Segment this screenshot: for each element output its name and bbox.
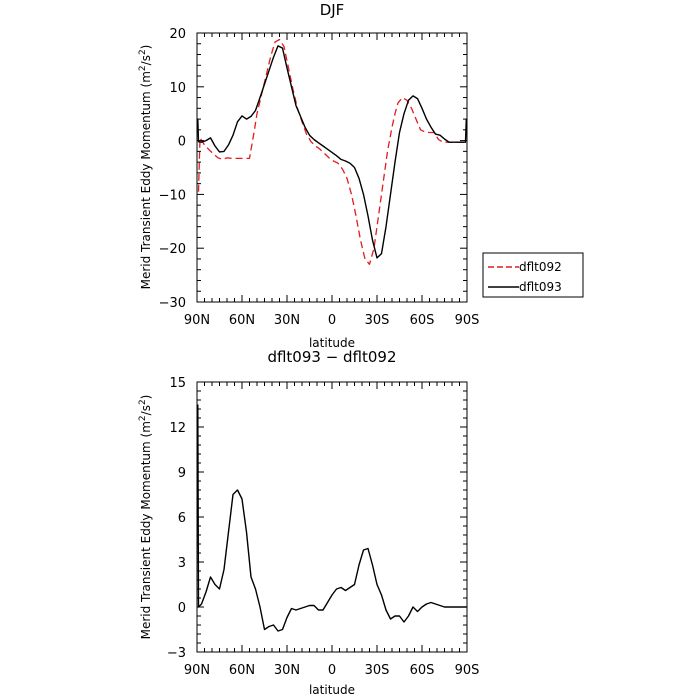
top-panel-djf: DJF latitude Merid Transient Eddy Moment… bbox=[138, 1, 584, 350]
bottom-panel-title: dflt093 − dflt092 bbox=[267, 348, 396, 366]
top-panel-ylabel-units-close: ) bbox=[139, 45, 153, 50]
bottom-panel-ylabel-units-open: ( bbox=[139, 433, 153, 442]
x-tick-label: 90N bbox=[184, 663, 210, 678]
top-panel-xlabel: latitude bbox=[309, 336, 355, 350]
top-panel-ylabel-units-sup2: 2 bbox=[138, 49, 148, 55]
y-tick-label: 3 bbox=[178, 556, 186, 571]
top-panel-ylabel-units-open: ( bbox=[139, 83, 153, 92]
top-panel-ylabel-text: Merid Transient Eddy Momentum bbox=[139, 91, 153, 289]
series-line-dflt093 bbox=[197, 45, 467, 259]
y-tick-label: −3 bbox=[167, 646, 186, 661]
x-tick-label: 90S bbox=[455, 663, 480, 678]
x-tick-label: 90S bbox=[455, 313, 480, 328]
bottom-panel-ylabel-units-base: m bbox=[139, 421, 153, 433]
x-tick-label: 60N bbox=[229, 663, 255, 678]
y-tick-label: −30 bbox=[159, 296, 186, 311]
y-tick-label: 10 bbox=[169, 81, 186, 96]
y-tick-label: −20 bbox=[159, 242, 186, 257]
x-tick-label: 30S bbox=[365, 313, 390, 328]
y-tick-label: 9 bbox=[178, 466, 186, 481]
x-tick-label: 30N bbox=[274, 313, 300, 328]
series-line-dflt092 bbox=[197, 38, 466, 265]
top-panel-plot-area: 90N 60N 30N 0 30S 60S 90S −30 −20 −10 0 10 20 bbox=[159, 27, 480, 328]
legend-label-dflt092: dflt092 bbox=[519, 260, 562, 274]
bottom-panel-ylabel-units-mid: /s bbox=[139, 405, 153, 415]
bottom-panel-ylabel: Merid Transient Eddy Momentum (m2/s2) bbox=[138, 395, 153, 640]
legend-box bbox=[482, 252, 584, 298]
bottom-panel-xlabel: latitude bbox=[309, 683, 355, 697]
top-panel-ylabel-units-mid: /s bbox=[139, 55, 153, 65]
x-tick-label: 60S bbox=[410, 313, 435, 328]
x-tick-label: 60N bbox=[229, 313, 255, 328]
bottom-panel-ylabel-text: Merid Transient Eddy Momentum bbox=[139, 441, 153, 639]
bottom-panel-ylabel-units-sup: 2 bbox=[138, 415, 148, 421]
top-panel-ylabel-units-base: m bbox=[139, 71, 153, 83]
legend-label-dflt093: dflt093 bbox=[519, 280, 562, 294]
y-tick-label: 20 bbox=[169, 27, 186, 42]
y-tick-label: 15 bbox=[169, 376, 186, 391]
top-panel-ylabel: Merid Transient Eddy Momentum (m2/s2) bbox=[138, 45, 153, 290]
bottom-panel-difference: dflt093 − dflt092 latitude Merid Transie… bbox=[138, 348, 479, 697]
top-panel-title: DJF bbox=[320, 1, 345, 19]
bottom-panel-ylabel-units-sup2: 2 bbox=[138, 399, 148, 405]
top-panel-legend: dflt092 dflt093 bbox=[482, 252, 584, 298]
x-tick-label: 90N bbox=[184, 313, 210, 328]
y-tick-label: 0 bbox=[178, 135, 186, 150]
y-tick-label: 0 bbox=[178, 601, 186, 616]
y-tick-label: −10 bbox=[159, 188, 186, 203]
series-line-difference bbox=[197, 404, 467, 632]
bottom-panel-plot-area: 90N 60N 30N 0 30S 60S 90S −3 0 3 6 9 12 15 bbox=[167, 376, 480, 678]
y-tick-label: 12 bbox=[169, 421, 186, 436]
top-panel-ylabel-units-sup: 2 bbox=[138, 65, 148, 71]
x-tick-label: 0 bbox=[328, 663, 336, 678]
bottom-panel-ylabel-units-close: ) bbox=[139, 395, 153, 400]
y-tick-label: 6 bbox=[178, 511, 186, 526]
x-tick-label: 30N bbox=[274, 663, 300, 678]
x-tick-label: 60S bbox=[410, 663, 435, 678]
x-tick-label: 30S bbox=[365, 663, 390, 678]
x-tick-label: 0 bbox=[328, 313, 336, 328]
